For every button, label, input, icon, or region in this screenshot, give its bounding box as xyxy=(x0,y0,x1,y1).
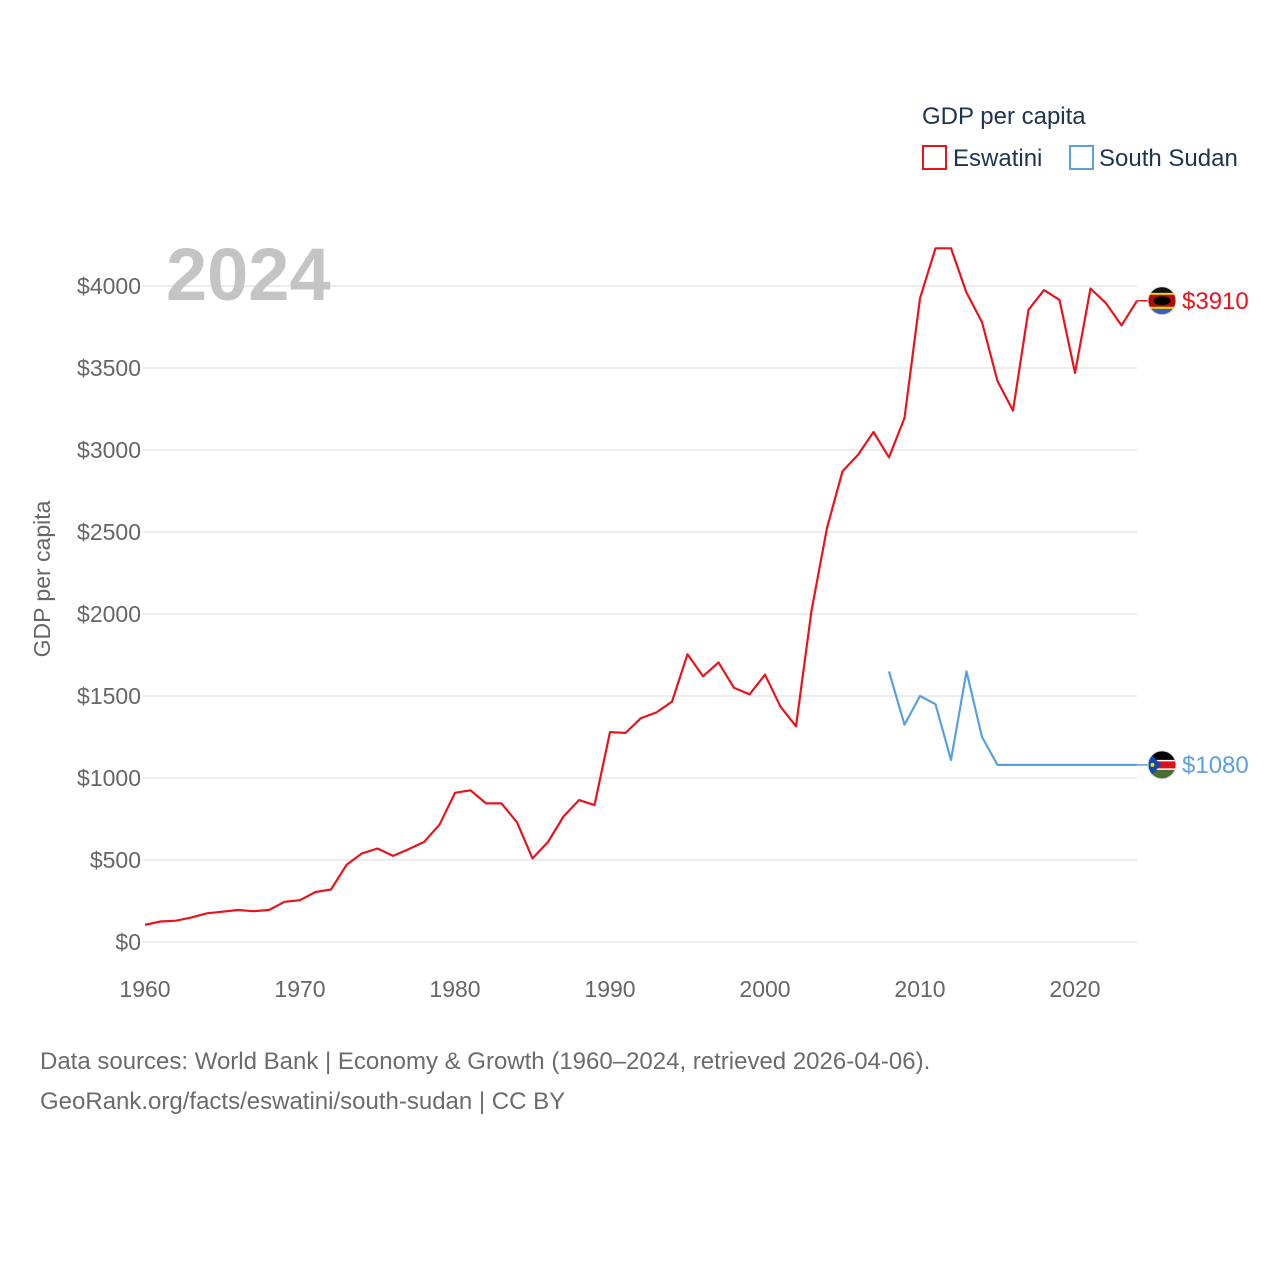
year-label: 2024 xyxy=(166,233,331,316)
footer-link[interactable]: GeoRank.org/facts/eswatini/south-sudan |… xyxy=(40,1088,566,1115)
series-end-markers: $3910 $1080 xyxy=(1137,286,1249,780)
y-tick-label: $3500 xyxy=(77,355,141,381)
y-tick-label: $500 xyxy=(90,847,141,873)
legend-label-eswatini: Eswatini xyxy=(953,145,1042,172)
series-line-eswatini[interactable] xyxy=(144,247,1138,926)
legend-title: GDP per capita xyxy=(922,103,1086,130)
y-axis-title: GDP per capita xyxy=(29,500,55,657)
x-tick-label: 1970 xyxy=(274,976,325,1002)
y-tick-label: $1000 xyxy=(77,765,141,791)
x-tick-label: 1960 xyxy=(119,976,170,1002)
x-axis-ticks: 1960 1970 1980 1990 2000 2010 2020 xyxy=(119,976,1100,1002)
y-axis-ticks: $0 $500 $1000 $1500 $2000 $2500 $3000 $3500 $400… xyxy=(77,273,141,955)
x-tick-label: 2000 xyxy=(739,976,790,1002)
end-label-south-sudan: $1080 xyxy=(1182,752,1249,779)
legend-swatch-eswatini xyxy=(922,145,947,170)
x-tick-label: 1980 xyxy=(429,976,480,1002)
series-line-south-sudan[interactable] xyxy=(887,670,1137,767)
legend-item-south-sudan[interactable]: South Sudan xyxy=(1069,145,1238,172)
legend-item-eswatini[interactable]: Eswatini xyxy=(922,145,1042,172)
y-tick-label: $2500 xyxy=(77,519,141,545)
legend: GDP per capita Eswatini South Sudan xyxy=(922,103,1238,172)
footer-sources: Data sources: World Bank | Economy & Gro… xyxy=(40,1048,931,1075)
gridlines xyxy=(143,285,1137,943)
x-tick-label: 2010 xyxy=(894,976,945,1002)
y-tick-label: $3000 xyxy=(77,437,141,463)
eswatini-flag-icon xyxy=(1147,286,1177,316)
y-tick-label: $2000 xyxy=(77,601,141,627)
y-tick-label: $1500 xyxy=(77,683,141,709)
south-sudan-flag-icon xyxy=(1147,750,1177,780)
x-tick-label: 1990 xyxy=(584,976,635,1002)
y-tick-label: $0 xyxy=(115,929,141,955)
legend-swatch-south-sudan xyxy=(1069,145,1094,170)
x-tick-label: 2020 xyxy=(1049,976,1100,1002)
legend-label-south-sudan: South Sudan xyxy=(1099,145,1238,172)
footer: Data sources: World Bank | Economy & Gro… xyxy=(40,1042,930,1122)
y-tick-label: $4000 xyxy=(77,273,141,299)
end-label-eswatini: $3910 xyxy=(1182,288,1249,315)
series-lines xyxy=(144,247,1138,926)
